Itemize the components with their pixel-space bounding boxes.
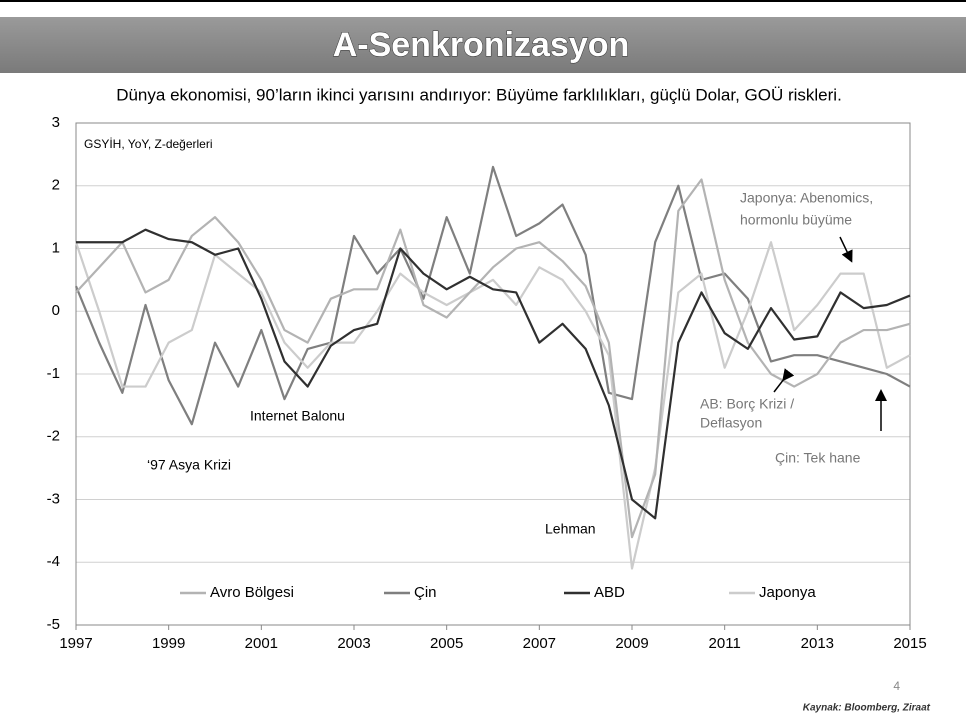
chart: -5 -4 -3 -2 -1 0 1 2 3 1997 1999 2001 2003 2005 2007 20… (47, 114, 927, 652)
plot-frame (75, 122, 911, 626)
y-tick-label: 3 (52, 114, 60, 131)
x-tick-label: 2001 (245, 635, 278, 652)
annotation: hormonlu büyüme (740, 212, 852, 228)
legend-label: Avro Bölgesi (210, 584, 294, 601)
y-tick-label: 2 (52, 177, 60, 194)
legend-label: Japonya (759, 584, 816, 601)
x-tick-label: 2011 (709, 635, 741, 652)
legend-label: ABD (594, 584, 625, 601)
y-tick-label: 0 (52, 302, 60, 319)
slide-title: A-Senkronizasyon (333, 26, 630, 64)
x-tick-label: 2005 (430, 635, 463, 652)
axis-note: GSYİH, YoY, Z-değerleri (84, 137, 213, 151)
x-tick-label: 2013 (801, 635, 834, 652)
arrow (773, 368, 795, 393)
annotation: Lehman (545, 521, 596, 537)
y-tick-label: 1 (52, 239, 60, 256)
annotation: AB: Borç Krizi / (700, 396, 794, 412)
series-line (74, 165, 911, 426)
header-band (0, 17, 966, 73)
annotation: Japonya: Abenomics, (740, 190, 873, 206)
series-line (75, 178, 911, 539)
source: Kaynak: Bloomberg, Ziraat (803, 703, 931, 714)
page-number: 4 (893, 679, 900, 693)
x-tick-label: 1999 (152, 635, 185, 652)
annotation: Deflasyon (700, 415, 762, 431)
y-tick-label: -2 (47, 428, 60, 445)
y-tick-label: -1 (47, 365, 60, 382)
arrow (839, 236, 853, 263)
x-tick-label: 2009 (615, 635, 648, 652)
annotation: Çin: Tek hane (775, 450, 861, 466)
x-tick-label: 2003 (337, 635, 370, 652)
y-tick-label: -3 (47, 490, 60, 507)
annotation: ‘97 Asya Krizi (147, 457, 231, 473)
y-tick-label: -4 (47, 553, 60, 570)
x-tick-label: 1997 (59, 635, 92, 652)
subtitle: Dünya ekonomisi, 90’ların ikinci yarısın… (116, 85, 842, 104)
x-tick-label: 2015 (893, 635, 926, 652)
x-tick-label: 2007 (523, 635, 556, 652)
legend-label: Çin (414, 584, 437, 601)
series-line (76, 228, 911, 520)
y-tick-label: -5 (47, 616, 60, 633)
annotation: Internet Balonu (250, 408, 345, 424)
